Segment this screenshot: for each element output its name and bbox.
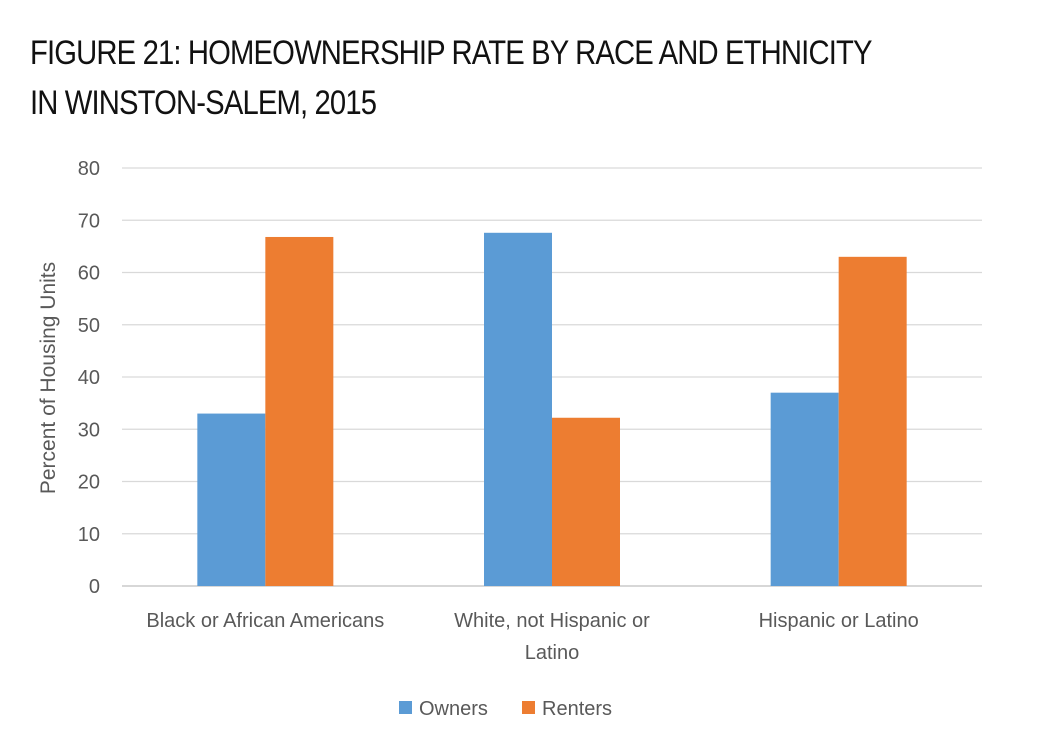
bars	[197, 232, 907, 587]
legend: Owners Renters	[399, 698, 612, 720]
y-tick-label: 60	[78, 263, 100, 285]
y-tick-label: 40	[78, 367, 100, 389]
chart-title: FIGURE 21: HOMEOWNERSHIP RATE BY RACE AN…	[30, 28, 890, 128]
legend-swatch-renters	[522, 701, 535, 714]
y-tick-label: 30	[78, 419, 100, 441]
x-category-label: Black or African Americans	[146, 610, 384, 632]
y-tick-label: 10	[78, 524, 100, 546]
bar-renters-3	[838, 256, 907, 586]
bar-owners-3	[770, 392, 839, 586]
y-tick-label: 20	[78, 472, 100, 494]
y-tick-label: 0	[89, 576, 100, 598]
y-axis-label: Percent of Housing Units	[37, 262, 60, 494]
bar-renters-2	[552, 417, 620, 586]
y-tick-label: 80	[78, 158, 100, 180]
x-category-label: Hispanic or Latino	[759, 610, 919, 632]
x-category-label: Latino	[525, 642, 580, 664]
legend-label-renters: Renters	[542, 698, 612, 720]
legend-swatch-owners	[399, 701, 412, 714]
bar-renters-1	[265, 236, 334, 586]
x-axis-category-labels: Black or African Americans White, not His…	[146, 610, 918, 664]
y-axis-tick-labels: 0 10 20 30 40 50 60 70 80	[78, 158, 100, 598]
chart-title-line-1: FIGURE 21: HOMEOWNERSHIP RATE BY RACE AN…	[30, 34, 872, 72]
y-tick-label: 50	[78, 315, 100, 337]
x-category-label: White, not Hispanic or	[454, 610, 650, 632]
y-tick-label: 70	[78, 210, 100, 232]
bar-owners-2	[484, 232, 552, 587]
bar-owners-1	[197, 413, 266, 586]
legend-label-owners: Owners	[419, 698, 488, 720]
chart-title-line-2: IN WINSTON-SALEM, 2015	[30, 84, 377, 122]
